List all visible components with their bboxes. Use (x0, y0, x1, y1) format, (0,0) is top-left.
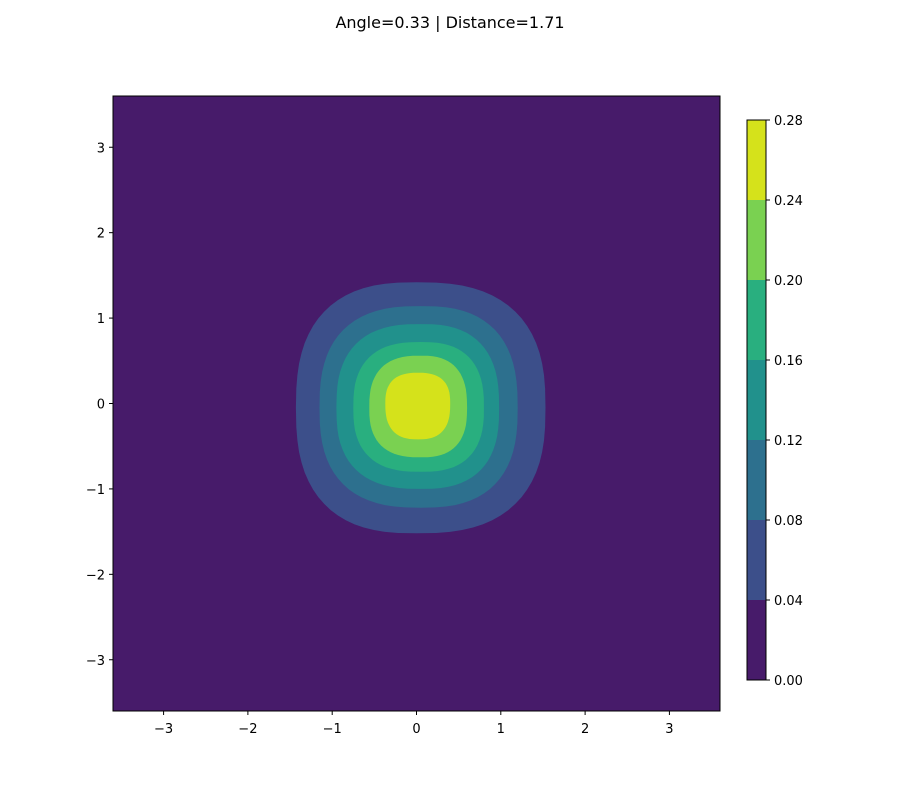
colorbar-tick-label: 0.04 (774, 594, 803, 609)
y-axis: 3 2 1 0 −1 −2 −3 (86, 141, 113, 669)
colorbar: 0.28 0.24 0.20 0.16 0.12 0.08 0.04 0.00 (746, 114, 803, 689)
chart-title: Angle=0.33 | Distance=1.71 (335, 13, 565, 32)
y-tick-label: 2 (97, 227, 105, 242)
y-tick-label: 3 (97, 141, 105, 156)
colorbar-band (747, 600, 766, 680)
colorbar-band (747, 200, 766, 280)
colorbar-tick-label: 0.20 (774, 274, 803, 289)
y-tick-label: −2 (86, 568, 105, 583)
plot-area (112, 95, 721, 712)
colorbar-tick-label: 0.08 (774, 514, 803, 529)
colorbar-band (747, 440, 766, 520)
x-tick-label: −3 (154, 722, 173, 737)
y-tick-label: 1 (97, 312, 105, 327)
colorbar-tick-label: 0.12 (774, 434, 803, 449)
contour-band-0.24 (385, 372, 451, 440)
colorbar-band (747, 520, 766, 600)
colorbar-band (747, 360, 766, 440)
x-tick-label: −2 (238, 722, 257, 737)
colorbar-tick-label: 0.00 (774, 674, 803, 689)
colorbar-band (747, 120, 766, 200)
x-tick-label: 3 (665, 722, 673, 737)
y-tick-label: −3 (86, 654, 105, 669)
colorbar-frame (746, 119, 767, 681)
x-tick-label: −1 (323, 722, 342, 737)
colorbar-tick-label: 0.28 (774, 114, 803, 129)
x-tick-label: 2 (581, 722, 589, 737)
x-axis: −3 −2 −1 0 1 2 3 (154, 711, 674, 737)
colorbar-tick-label: 0.24 (774, 194, 803, 209)
x-tick-label: 0 (412, 722, 420, 737)
colorbar-band (747, 280, 766, 360)
y-tick-label: 0 (97, 398, 105, 413)
y-tick-label: −1 (86, 483, 105, 498)
x-tick-label: 1 (497, 722, 505, 737)
colorbar-tick-label: 0.16 (774, 354, 803, 369)
